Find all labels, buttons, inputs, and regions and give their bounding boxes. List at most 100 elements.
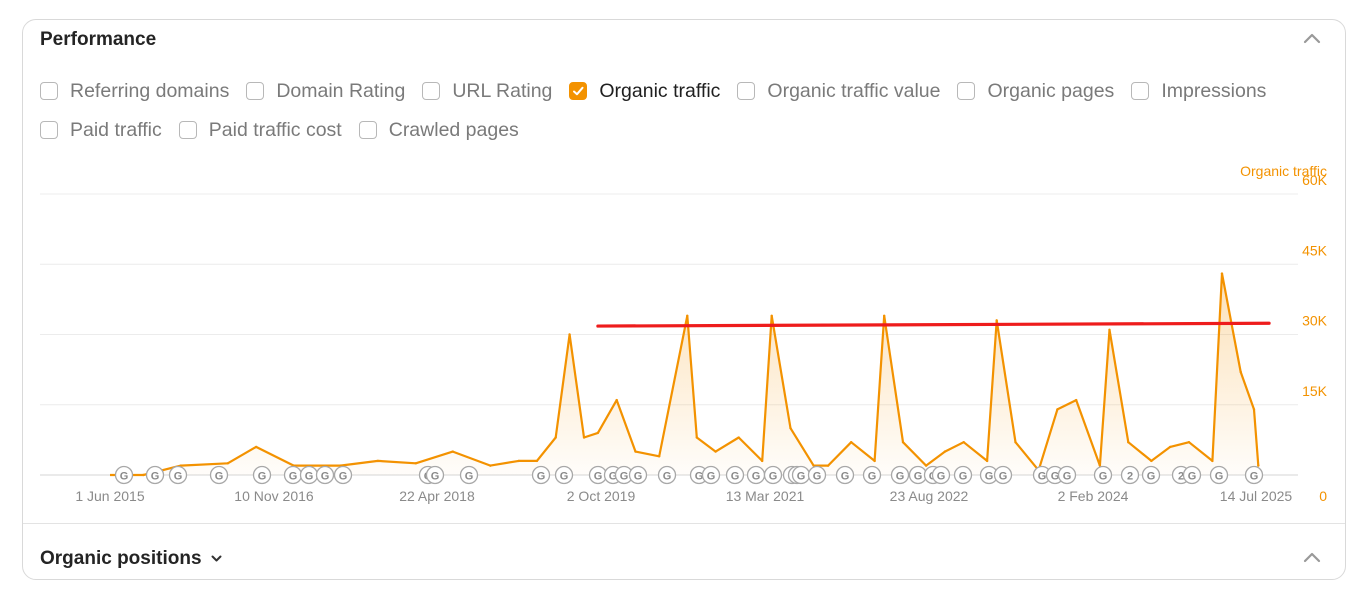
metric-label: Paid traffic [70,118,162,141]
svg-text:G: G [868,471,877,483]
performance-card: Performance Referring domains Domain Rati… [22,19,1346,580]
organic-positions-chevron-up-icon[interactable] [1303,550,1321,564]
google-update-marker-icon[interactable]: G [931,465,951,485]
data-point [1239,370,1242,374]
svg-text:G: G [258,471,267,483]
checkbox-icon[interactable] [358,121,377,139]
organic-positions-toggle[interactable]: Organic positions [40,548,222,570]
x-tick-label: 2 Feb 2024 [1058,488,1129,504]
checkbox-icon[interactable] [737,82,756,100]
google-update-marker-icon[interactable]: G [1244,465,1264,485]
google-update-marker-icon[interactable]: G [459,465,479,485]
y-axis-title: Organic traffic [1240,163,1327,179]
metric-organic-traffic-value[interactable]: Organic traffic value [737,80,940,103]
google-update-marker-icon[interactable]: G [283,465,303,485]
svg-text:G: G [914,471,923,483]
metric-impressions[interactable]: Impressions [1131,80,1266,103]
data-point [943,450,947,453]
x-tick-label: 23 Aug 2022 [890,488,969,504]
series-area [143,273,1259,475]
google-update-marker-icon[interactable]: G [791,465,811,485]
google-update-marker-icon[interactable]: G [114,465,134,485]
google-update-marker-icon[interactable]: G [299,465,319,485]
series-line-organic-traffic [143,272,1260,477]
google-update-marker-icon[interactable]: G [252,465,272,485]
metric-referring-domains[interactable]: Referring domains [40,80,229,103]
google-update-marker-icon[interactable]: G [657,465,677,485]
google-update-marker-icon[interactable]: G [333,465,353,485]
svg-text:G: G [537,471,546,483]
data-point [737,436,740,439]
checkbox-icon[interactable] [957,82,976,100]
google-update-marker-icon[interactable]: G [1209,465,1229,485]
svg-text:G: G [339,471,348,483]
data-point [414,462,417,465]
data-point [554,436,557,439]
annotation-count-marker[interactable]: 2 [1120,465,1140,485]
checkbox-checked-icon[interactable] [569,82,588,100]
checkbox-icon[interactable] [246,82,265,100]
svg-text:2: 2 [1178,471,1184,483]
google-update-marker-icon[interactable]: G [1141,465,1161,485]
svg-text:G: G [174,471,183,483]
collapse-chevron-up-icon[interactable] [1303,31,1321,45]
data-point [1127,441,1130,444]
data-point [882,314,886,317]
google-update-marker-icon[interactable]: G [807,465,827,485]
svg-text:G: G [985,471,994,483]
x-tick-label: 1 Jun 2015 [75,488,144,504]
checkbox-icon[interactable] [422,82,441,100]
google-update-marker-icon[interactable]: G [168,465,188,485]
metric-label: Domain Rating [276,79,406,102]
google-update-marker-icon[interactable]: G [763,465,783,485]
svg-text:G: G [1099,471,1108,483]
data-point [582,436,586,439]
google-update-marker-icon[interactable]: G [701,465,721,485]
google-update-marker-icon[interactable]: G [1093,465,1113,485]
google-update-marker-icon[interactable]: G [209,465,229,485]
google-update-marker-icon[interactable]: G [1057,465,1077,485]
google-update-marker-icon[interactable]: G [145,465,165,485]
google-update-marker-icon[interactable]: G [531,465,551,485]
google-update-marker-icon[interactable]: G [1182,465,1202,485]
data-point [1257,464,1260,467]
checkbox-icon[interactable] [40,121,58,139]
data-point [1074,398,1078,402]
google-update-marker-icon[interactable]: G [315,465,335,485]
metric-url-rating[interactable]: URL Rating [422,80,552,103]
data-point [254,445,258,449]
metric-paid-traffic[interactable]: Paid traffic [40,119,162,142]
metric-crawled-pages[interactable]: Crawled pages [358,119,519,142]
checkbox-icon[interactable] [1131,82,1150,100]
metric-paid-traffic-cost[interactable]: Paid traffic cost [178,119,342,142]
checkbox-icon[interactable] [178,121,197,139]
google-update-marker-icon[interactable]: G [425,465,445,485]
google-update-marker-icon[interactable]: G [862,465,882,485]
data-point [658,455,661,458]
google-update-marker-icon[interactable]: G [835,465,855,485]
svg-text:G: G [305,471,314,483]
google-update-marker-icon[interactable]: G [628,465,648,485]
section-divider [23,523,1345,524]
y-tick-label: 15K [1302,383,1328,399]
google-update-marker-icon[interactable]: G [725,465,745,485]
metric-domain-rating[interactable]: Domain Rating [246,80,405,103]
checkbox-icon[interactable] [40,82,58,100]
metric-organic-traffic[interactable]: Organic traffic [569,80,720,103]
google-update-marker-icon[interactable]: G [746,465,766,485]
x-tick-label: 22 Apr 2018 [399,488,475,504]
data-point [596,431,600,435]
svg-text:G: G [959,471,968,483]
metric-organic-pages[interactable]: Organic pages [957,80,1114,103]
google-update-marker-icon[interactable]: G [953,465,973,485]
svg-text:2: 2 [1127,471,1133,483]
google-update-marker-icon[interactable]: G [614,465,634,485]
organic-positions-title: Organic positions [40,548,202,569]
svg-text:G: G [594,471,603,483]
google-update-marker-icon[interactable]: G [993,465,1013,485]
google-update-marker-icon[interactable]: G [554,465,574,485]
svg-text:G: G [609,471,618,483]
metric-label: Impressions [1161,79,1267,102]
google-update-marker-icon[interactable]: G [890,465,910,485]
data-point [489,464,492,467]
